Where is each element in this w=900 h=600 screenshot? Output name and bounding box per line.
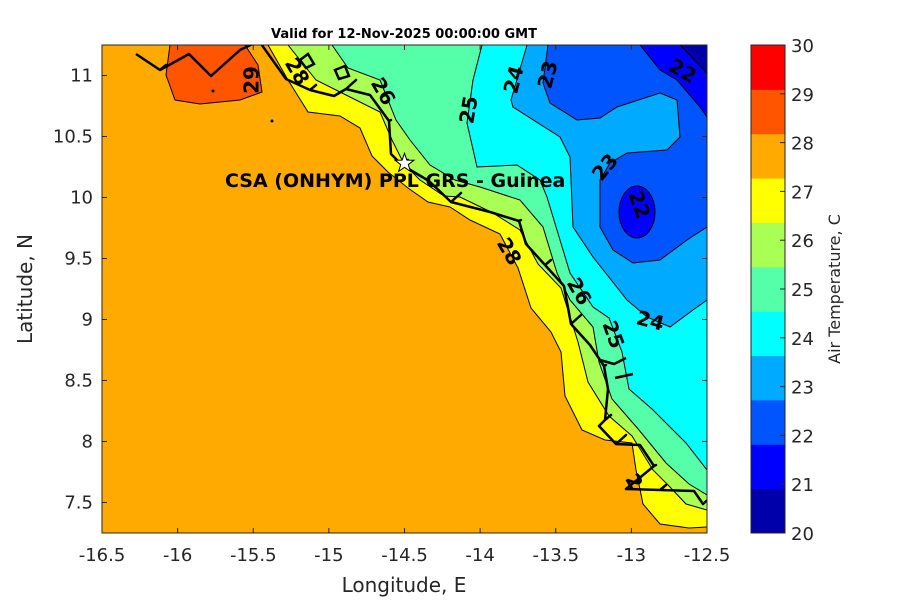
colorbar-label: Air Temperature, C — [825, 214, 844, 364]
y-tick-label: 10 — [70, 188, 93, 209]
contour-line — [331, 45, 707, 496]
colorbar-swatch — [751, 178, 785, 223]
colorbar: 20 21 22 23 24 25 26 27 28 29 30 — [750, 36, 814, 545]
contour-line — [542, 45, 707, 264]
filled-contours — [102, 45, 707, 533]
colorbar-tick-label: 26 — [791, 231, 814, 252]
contour-band-21-22-blob — [618, 185, 656, 239]
colorbar-swatch — [751, 399, 785, 445]
axes: -16.5 -16 -15.5 -15 -14.5 -14 -13.5 -13 -12.5 7.5… — [53, 44, 731, 566]
x-tick-label: -15.5 — [230, 545, 277, 566]
y-tick-label: 7.5 — [64, 493, 93, 514]
contour-label: 25 — [454, 94, 482, 126]
colorbar-tick-label: 28 — [791, 134, 814, 155]
y-axis-label: Latitude, N — [13, 234, 37, 344]
y-tick-label: 8 — [82, 432, 93, 453]
colorbar-swatch — [751, 266, 785, 312]
colorbar-swatch — [751, 222, 785, 268]
x-tick-label: -12.5 — [684, 545, 731, 566]
coastline — [135, 45, 707, 506]
colorbar-swatch — [751, 488, 785, 534]
contour-line — [466, 45, 707, 471]
x-tick-label: -16 — [163, 545, 192, 566]
contour-line — [267, 45, 707, 529]
colorbar-tick-label: 20 — [791, 524, 814, 545]
colorbar-tick-label: 21 — [791, 475, 814, 496]
contour-label: 29 — [240, 66, 264, 94]
y-tick-label: 9.5 — [64, 249, 93, 270]
x-tick-label: -14.5 — [381, 545, 428, 566]
colorbar-swatch — [751, 89, 785, 135]
colorbar-swatch — [751, 444, 785, 490]
colorbar-swatch — [751, 45, 785, 90]
x-tick-label: -14 — [465, 545, 494, 566]
island-dot — [270, 119, 274, 123]
site-annotation: CSA (ONHYM) PPL GRS - Guinea — [225, 170, 565, 192]
contour-band-22-23 — [543, 45, 707, 263]
colorbar-tick-label: 24 — [791, 329, 814, 350]
contour-line — [639, 45, 707, 118]
contour-map — [102, 45, 707, 533]
x-tick-label: -13 — [617, 545, 646, 566]
colorbar-tick-label: 23 — [791, 378, 814, 399]
site-star-marker — [393, 151, 416, 173]
y-tick-label: 11 — [70, 66, 93, 87]
y-tick-label: 8.5 — [64, 371, 93, 392]
chart-title: Valid for 12-Nov-2025 00:00:00 GMT — [271, 27, 537, 42]
colorbar-tick-label: 25 — [791, 280, 814, 301]
y-tick-label: 10.5 — [53, 127, 93, 148]
island-dot — [211, 89, 215, 93]
colorbar-tick-label: 30 — [791, 36, 814, 57]
contour-band-21-22 — [640, 45, 707, 117]
x-tick-label: -13.5 — [532, 545, 579, 566]
colorbar-swatch — [751, 133, 785, 179]
x-axis-label: Longitude, E — [342, 573, 467, 597]
coastline-islands — [298, 52, 634, 380]
colorbar-tick-label: 22 — [791, 426, 814, 447]
contour-line — [287, 45, 707, 511]
contour-line — [679, 45, 707, 74]
x-tick-label: -15 — [314, 545, 343, 566]
colorbar-tick-label: 27 — [791, 182, 814, 203]
x-tick-label: -16.5 — [79, 545, 126, 566]
colorbar-swatch — [751, 311, 785, 357]
colorbar-tick-label: 29 — [791, 85, 814, 106]
contour-line — [510, 45, 707, 328]
y-tick-label: 9 — [82, 310, 93, 331]
colorbar-swatch — [751, 355, 785, 401]
